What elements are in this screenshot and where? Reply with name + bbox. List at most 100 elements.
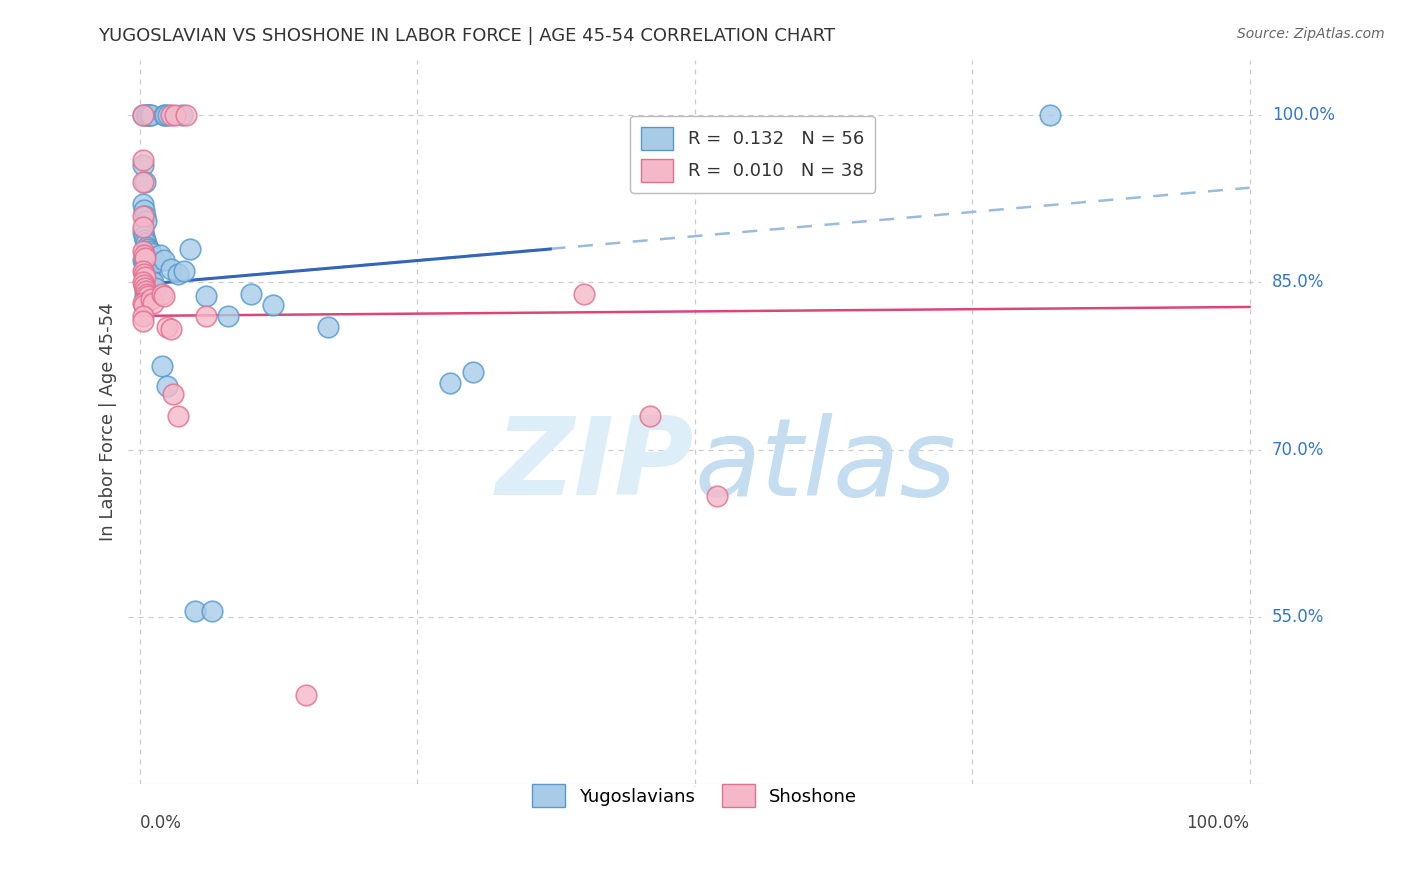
Point: [150, 286, 173, 301]
Point: [132, 209, 155, 223]
Point: [150, 359, 173, 373]
Point: [132, 228, 155, 243]
Point: [135, 214, 157, 228]
Point: [153, 108, 176, 122]
Point: [165, 108, 187, 122]
Point: [706, 489, 728, 503]
Point: [139, 292, 162, 306]
Point: [145, 255, 167, 269]
Point: [184, 604, 207, 618]
Point: [138, 242, 160, 256]
Point: [134, 277, 156, 292]
Point: [295, 688, 318, 702]
Point: [132, 267, 155, 281]
Text: Source: ZipAtlas.com: Source: ZipAtlas.com: [1237, 27, 1385, 41]
Point: [316, 320, 339, 334]
Point: [134, 289, 156, 303]
Text: ZIP: ZIP: [496, 412, 695, 518]
Point: [132, 202, 155, 217]
Text: 55.0%: 55.0%: [1272, 607, 1324, 625]
Point: [173, 264, 195, 278]
Point: [143, 281, 166, 295]
Point: [461, 365, 484, 379]
Point: [132, 225, 155, 239]
Point: [148, 247, 170, 261]
Point: [135, 262, 157, 277]
Point: [132, 276, 155, 290]
Point: [217, 309, 239, 323]
Point: [139, 246, 162, 260]
Point: [136, 108, 159, 122]
Point: [132, 247, 155, 261]
Point: [134, 285, 156, 299]
Point: [132, 264, 155, 278]
Point: [132, 244, 155, 259]
Point: [132, 314, 155, 328]
Point: [138, 289, 160, 303]
Point: [132, 108, 155, 122]
Text: 70.0%: 70.0%: [1272, 441, 1324, 458]
Point: [134, 281, 156, 295]
Text: 100.0%: 100.0%: [1187, 814, 1250, 832]
Point: [138, 108, 160, 122]
Point: [167, 267, 190, 281]
Text: YUGOSLAVIAN VS SHOSHONE IN LABOR FORCE | AGE 45-54 CORRELATION CHART: YUGOSLAVIAN VS SHOSHONE IN LABOR FORCE |…: [98, 27, 835, 45]
Text: 100.0%: 100.0%: [1272, 106, 1334, 124]
Point: [134, 269, 156, 284]
Point: [239, 286, 262, 301]
Point: [135, 236, 157, 251]
Text: 0.0%: 0.0%: [139, 814, 181, 832]
Point: [132, 158, 155, 172]
Point: [159, 262, 181, 277]
Point: [139, 108, 162, 122]
Point: [139, 273, 162, 287]
Point: [195, 309, 218, 323]
Point: [159, 108, 181, 122]
Point: [132, 153, 155, 167]
Point: [132, 309, 155, 323]
Text: atlas: atlas: [695, 413, 956, 517]
Point: [142, 276, 165, 290]
Point: [638, 409, 661, 424]
Point: [134, 175, 156, 189]
Point: [132, 253, 155, 268]
Point: [153, 108, 176, 122]
Point: [138, 267, 160, 281]
Point: [262, 298, 284, 312]
Point: [136, 286, 159, 301]
Point: [201, 604, 224, 618]
Point: [1039, 108, 1062, 122]
Point: [135, 108, 157, 122]
Point: [156, 379, 179, 393]
Point: [157, 108, 180, 122]
Legend: Yugoslavians, Shoshone: Yugoslavians, Shoshone: [524, 777, 865, 814]
Point: [179, 242, 201, 256]
Point: [132, 219, 155, 234]
Point: [135, 285, 157, 299]
Point: [170, 108, 193, 122]
Point: [132, 197, 155, 211]
Point: [159, 322, 181, 336]
Point: [134, 251, 156, 265]
Point: [439, 376, 461, 390]
Point: [138, 269, 160, 284]
Point: [572, 286, 595, 301]
Point: [153, 253, 176, 268]
Point: [134, 233, 156, 247]
Point: [132, 277, 155, 292]
Point: [138, 244, 160, 259]
Point: [153, 289, 176, 303]
Text: 85.0%: 85.0%: [1272, 274, 1324, 292]
Point: [142, 295, 165, 310]
Point: [162, 387, 184, 401]
Point: [134, 259, 156, 273]
Point: [132, 255, 155, 269]
Point: [138, 108, 160, 122]
Point: [156, 320, 179, 334]
Point: [167, 409, 190, 424]
Point: [132, 108, 155, 122]
Point: [136, 264, 159, 278]
Point: [136, 240, 159, 254]
Point: [195, 289, 218, 303]
Y-axis label: In Labor Force | Age 45-54: In Labor Force | Age 45-54: [100, 302, 117, 541]
